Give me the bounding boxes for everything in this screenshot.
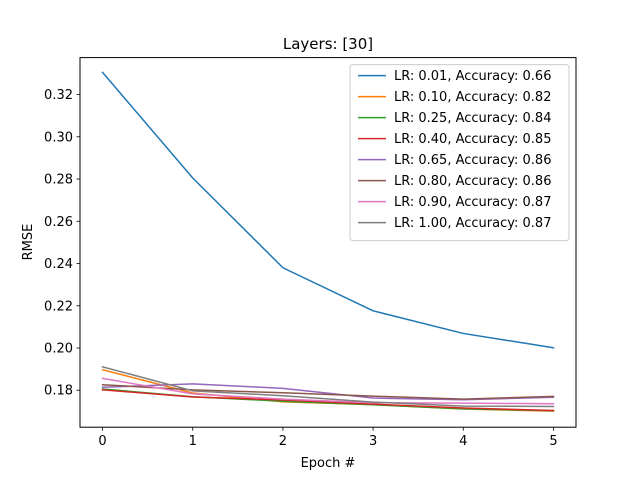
y-tick-label: 0.30	[44, 130, 73, 145]
y-tick-label: 0.24	[44, 257, 73, 272]
y-tick-label: 0.26	[44, 215, 73, 230]
plot-area-frame	[79, 57, 577, 428]
x-tick-label: 2	[279, 434, 287, 449]
legend-entry-4: LR: 0.40, Accuracy: 0.85	[394, 132, 551, 147]
series-line-6	[101, 383, 555, 400]
y-tick-label: 0.18	[44, 384, 73, 399]
x-axis-label: Epoch #	[301, 456, 356, 471]
legend-entry-6: LR: 0.80, Accuracy: 0.86	[394, 174, 551, 189]
y-tick-label: 0.28	[44, 173, 73, 188]
series-line-5	[101, 383, 555, 401]
legend-entry-1: LR: 0.01, Accuracy: 0.66	[394, 69, 551, 84]
series-line-8	[101, 365, 555, 408]
x-tick-label: 3	[369, 434, 377, 449]
y-axis-label: RMSE	[21, 224, 36, 261]
y-tick-label: 0.20	[44, 342, 73, 357]
legend: LR: 0.01, Accuracy: 0.66 LR: 0.10, Accura…	[349, 64, 570, 242]
y-tick-label: 0.22	[44, 299, 73, 314]
legend-entry-2: LR: 0.10, Accuracy: 0.82	[394, 90, 551, 105]
x-axis: 0 1 2 3 4 5	[98, 427, 558, 449]
legend-entry-7: LR: 0.90, Accuracy: 0.87	[394, 195, 551, 210]
legend-entry-3: LR: 0.25, Accuracy: 0.84	[394, 111, 551, 126]
x-tick-label: 4	[459, 434, 467, 449]
series-layer	[101, 71, 555, 412]
x-tick-label: 0	[98, 434, 106, 449]
legend-entry-8: LR: 1.00, Accuracy: 0.87	[394, 216, 551, 231]
y-tick-label: 0.32	[44, 88, 73, 103]
x-tick-label: 5	[549, 434, 557, 449]
legend-box	[349, 64, 570, 242]
chart-title: Layers: [30]	[283, 35, 373, 53]
series-line-1	[101, 71, 555, 349]
x-tick-label: 1	[189, 434, 197, 449]
legend-entry-5: LR: 0.65, Accuracy: 0.86	[394, 153, 551, 168]
series-line-7	[101, 377, 555, 405]
series-line-4	[101, 389, 555, 412]
y-axis: 0.18 0.20 0.22 0.24 0.26 0.28 0.30 0.32	[44, 88, 80, 399]
